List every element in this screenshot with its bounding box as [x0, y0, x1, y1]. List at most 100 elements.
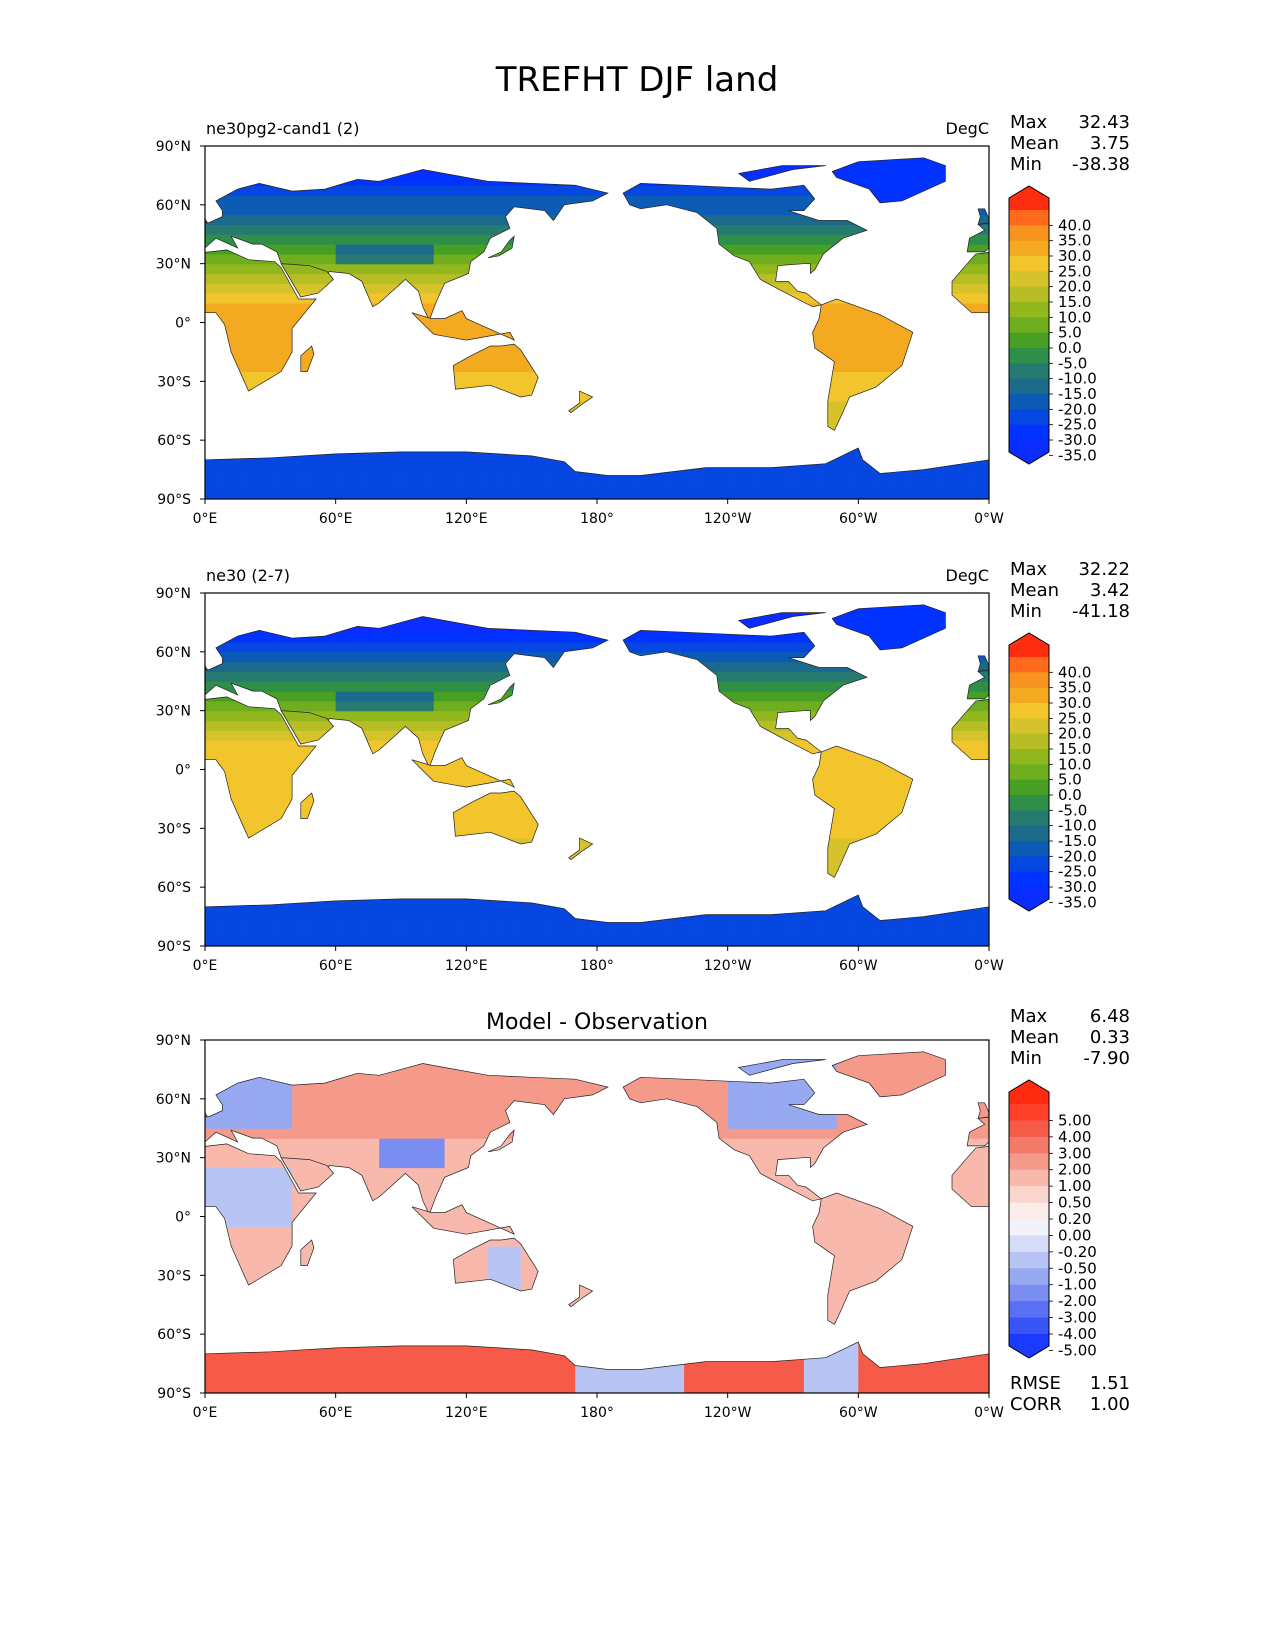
coastline: [977, 655, 989, 672]
colorbar-label: 10.0: [1058, 755, 1091, 773]
colorbar-label: -4.00: [1058, 1325, 1097, 1343]
coastline: [205, 664, 208, 671]
stat-value-corr: 1.00: [1090, 1394, 1130, 1415]
colorbar-label: -10.0: [1058, 817, 1097, 835]
colorbar-segment: [1009, 1251, 1049, 1269]
colorbar-extend-max: [1009, 633, 1049, 657]
coastline: [205, 696, 317, 839]
colorbar-label: -30.0: [1058, 431, 1097, 449]
y-tick-label: 30°S: [157, 821, 191, 837]
colorbar-label: 35.0: [1058, 679, 1091, 697]
coastline: [831, 604, 946, 651]
stat-label-mean: Mean: [1010, 1027, 1059, 1048]
colorbar-label: -20.0: [1058, 847, 1097, 865]
colorbar-label: 4.00: [1058, 1128, 1091, 1146]
colorbar-label: 1.00: [1058, 1177, 1091, 1195]
x-tick-label: 120°E: [445, 958, 488, 974]
colorbar-segment: [1009, 424, 1049, 441]
colorbar-label: 0.20: [1058, 1210, 1091, 1228]
colorbar-segment: [1009, 240, 1049, 257]
coastline: [737, 165, 826, 182]
units-label: DegC: [946, 119, 990, 138]
figure-title: TREFHT DJF land: [495, 60, 779, 100]
colorbar-label: -15.0: [1058, 832, 1097, 850]
x-tick-label: 0°W: [974, 511, 1004, 527]
map-panel-reference: 90°N 60°N 30°N 0° 30°S 60°S 90°S0°E 60°E 120°E 18…: [156, 559, 1130, 974]
coastline: [568, 390, 594, 414]
colorbar-label: -2.00: [1058, 1292, 1097, 1310]
colorbar-label: 3.00: [1058, 1144, 1091, 1162]
x-tick-label: 120°W: [704, 511, 752, 527]
panel-title: Model - Observation: [486, 1010, 708, 1035]
x-tick-label: 60°W: [839, 958, 878, 974]
y-tick-label: 60°S: [157, 880, 191, 896]
colorbar-label: -25.0: [1058, 863, 1097, 881]
stat-label-max: Max: [1010, 1006, 1048, 1027]
y-tick-label: 90°S: [157, 492, 191, 508]
y-tick-label: 30°N: [156, 704, 191, 720]
colorbar-label: 0.00: [1058, 1226, 1091, 1244]
land-britain: [978, 1102, 989, 1119]
colorbar-segment: [1009, 1120, 1049, 1138]
coastline: [452, 343, 539, 398]
x-tick-label: 0°E: [193, 511, 218, 527]
coastline: [812, 1192, 914, 1325]
colorbar-segment: [1009, 1202, 1049, 1220]
colorbar-segment: [1009, 363, 1049, 380]
colorbar-segment: [1009, 210, 1049, 226]
stat-value-max: 32.43: [1078, 112, 1130, 133]
colorbar-segment: [1009, 703, 1049, 719]
x-tick-label: 120°E: [445, 1405, 488, 1421]
map-field: [205, 146, 989, 499]
coastline: [411, 757, 516, 788]
stat-label-min: Min: [1010, 601, 1042, 622]
colorbar-label: -0.20: [1058, 1243, 1097, 1261]
colorbar-label: 5.0: [1058, 324, 1082, 342]
stat-value-max: 6.48: [1090, 1006, 1130, 1027]
coastline: [300, 1239, 315, 1266]
land-britain: [978, 208, 989, 225]
colorbar-segment: [1009, 687, 1049, 704]
y-tick-label: 30°S: [157, 1268, 191, 1284]
y-tick-label: 30°N: [156, 257, 191, 273]
coastline: [205, 447, 989, 499]
colorbar-label: 20.0: [1058, 725, 1091, 743]
colorbar-segment: [1009, 795, 1049, 811]
colorbar-label: -35.0: [1058, 893, 1097, 911]
map-panel-test: 90°N 60°N 30°N 0° 30°S 60°S 90°S0°E 60°E 120°E 18…: [156, 112, 1130, 527]
stat-value-mean: 0.33: [1090, 1027, 1130, 1048]
stat-value-mean: 3.42: [1090, 580, 1130, 601]
coastline: [737, 1059, 826, 1076]
colorbar-extend-min: [1009, 1334, 1049, 1358]
colorbar-label: 2.00: [1058, 1161, 1091, 1179]
colorbar-segment: [1009, 1284, 1049, 1302]
stat-value-mean: 3.75: [1090, 133, 1130, 154]
coastline: [487, 682, 515, 706]
colorbar-segment: [1009, 672, 1049, 689]
colorbar-segment: [1009, 1301, 1049, 1319]
colorbar-segment: [1009, 1235, 1049, 1253]
colorbar-segment: [1009, 271, 1049, 288]
colorbar-segment: [1009, 348, 1049, 364]
colorbar-label: -35.0: [1058, 446, 1097, 464]
colorbar-label: 0.0: [1058, 786, 1082, 804]
y-tick-label: 0°: [175, 1210, 191, 1226]
colorbar-label: 15.0: [1058, 293, 1091, 311]
colorbar-label: -1.00: [1058, 1276, 1097, 1294]
colorbar-segment: [1009, 256, 1049, 272]
colorbar-segment: [1009, 409, 1049, 426]
coastline: [205, 1111, 208, 1118]
colorbar-extend-max: [1009, 186, 1049, 210]
y-tick-label: 30°N: [156, 1151, 191, 1167]
colorbar-segment: [1009, 1317, 1049, 1335]
coastline: [622, 629, 868, 755]
colorbar-segment: [1009, 1136, 1049, 1154]
colorbar-label: 0.50: [1058, 1194, 1091, 1212]
y-tick-label: 0°: [175, 316, 191, 332]
colorbar: 40.035.030.025.020.015.010.05.00.0-5.0-1…: [1008, 185, 1097, 465]
stat-label-max: Max: [1010, 559, 1048, 580]
coastline: [737, 612, 826, 629]
coastline: [812, 298, 914, 431]
stat-value-min: -38.38: [1072, 154, 1130, 175]
